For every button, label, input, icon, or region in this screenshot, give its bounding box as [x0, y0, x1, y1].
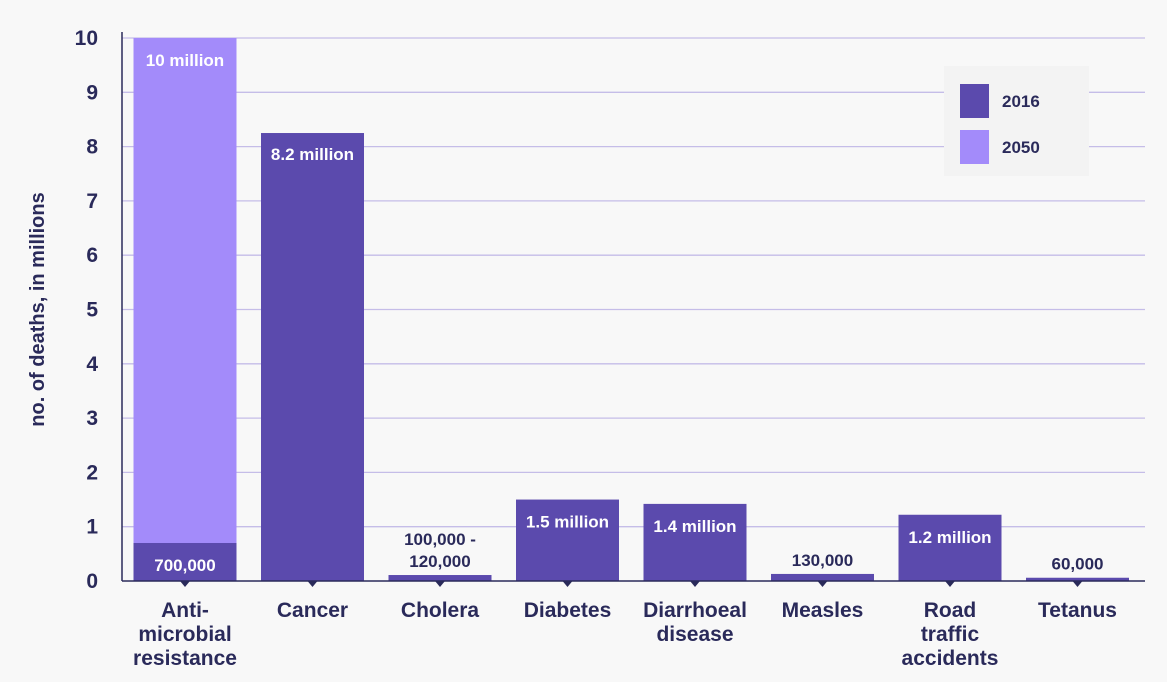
bar-2016	[261, 133, 364, 581]
bar-2016	[643, 503, 747, 581]
x-tick-label-line: Road	[924, 599, 977, 622]
y-tick-label: 6	[86, 244, 98, 267]
y-tick-label: 0	[86, 570, 98, 593]
legend-label-2016: 2016	[1002, 92, 1040, 111]
x-tick-mark	[945, 581, 955, 587]
x-tick-label: Diabetes	[524, 599, 612, 622]
x-tick-mark	[435, 581, 445, 587]
y-tick-label: 5	[86, 299, 98, 322]
x-tick-mark	[562, 581, 573, 587]
x-tick-mark	[180, 581, 190, 587]
x-tick-label-line: accidents	[902, 647, 999, 670]
x-tick-label-line: traffic	[921, 623, 980, 646]
x-tick-label-line: Measles	[782, 599, 864, 622]
legend: 2016 2050	[944, 66, 1089, 176]
x-tick-label: Tetanus	[1038, 599, 1117, 622]
x-tick-label: Road traffic accidents	[902, 599, 999, 670]
data-label: 130,000	[792, 551, 853, 570]
data-label-line: 130,000	[792, 551, 853, 570]
x-tick-label-line: Anti-	[161, 599, 209, 622]
data-label-line: 1.5 million	[526, 513, 609, 532]
data-labels: 700,000 10 million 8.2 million 100,000 - 120…	[146, 51, 1104, 575]
x-tick-label-line: disease	[656, 623, 733, 646]
y-axis-label: no. of deaths, in millions	[27, 192, 49, 426]
x-tick-label-line: Cancer	[277, 599, 348, 622]
x-tick-mark	[690, 581, 700, 587]
x-tick-label: Diarrhoeal disease	[643, 599, 747, 646]
bar-2016	[898, 514, 1002, 581]
legend-swatch-2016	[960, 84, 989, 118]
y-tick-label: 2	[86, 461, 98, 484]
data-label: 1.2 million	[908, 528, 991, 547]
x-tick-label-line: Cholera	[401, 599, 480, 622]
y-tick-label: 3	[86, 407, 98, 430]
y-tick-label: 10	[75, 27, 98, 50]
data-label: 100,000 - 120,000	[404, 530, 476, 571]
bar-2016	[516, 499, 619, 581]
y-tick-label: 7	[86, 190, 98, 213]
data-label-line: 120,000	[409, 552, 470, 571]
data-label-line: 60,000	[1052, 555, 1104, 574]
data-label-line: 10 million	[146, 51, 224, 70]
x-tick-mark	[1072, 581, 1083, 587]
data-label: 1.5 million	[526, 513, 609, 532]
x-tick-label-line: Diabetes	[524, 599, 612, 622]
bar-2016	[388, 575, 492, 581]
x-tick-label: Cancer	[277, 599, 348, 622]
y-tick-label: 4	[86, 353, 98, 376]
bar-2016	[1026, 577, 1129, 581]
y-tick-label: 1	[86, 516, 98, 539]
x-tick-label-line: Diarrhoeal	[643, 599, 747, 622]
x-tick-mark	[817, 581, 828, 587]
x-tick-label-line: resistance	[133, 647, 237, 670]
legend-swatch-2050	[960, 130, 989, 164]
axes: 0 1 2 3 4 5 6 7 8 9 10 no. of deaths, in millions An…	[27, 27, 1145, 670]
bar-2016	[771, 573, 874, 581]
data-label: 10 million	[146, 51, 224, 70]
data-label-line: 100,000 -	[404, 530, 476, 549]
legend-label-2050: 2050	[1002, 138, 1040, 157]
x-tick-label: Anti-microbial resistance	[133, 599, 237, 670]
data-label: 8.2 million	[271, 145, 354, 164]
data-label-line: 700,000	[154, 556, 215, 575]
x-tick-mark	[307, 581, 318, 587]
x-tick-label-line: microbial	[138, 623, 231, 646]
y-tick-label: 9	[86, 81, 98, 104]
data-label: 1.4 million	[653, 517, 736, 536]
x-tick-label: Measles	[782, 599, 864, 622]
data-label: 60,000	[1052, 555, 1104, 574]
data-label-line: 8.2 million	[271, 145, 354, 164]
y-tick-label: 8	[86, 136, 98, 159]
data-label-line: 1.2 million	[908, 528, 991, 547]
bar-2050	[133, 38, 237, 581]
x-tick-label-line: Tetanus	[1038, 599, 1117, 622]
bars	[133, 38, 1129, 581]
x-tick-label: Cholera	[401, 599, 480, 622]
data-label: 700,000	[154, 556, 215, 575]
data-label-line: 1.4 million	[653, 517, 736, 536]
bar-2016	[133, 542, 237, 581]
